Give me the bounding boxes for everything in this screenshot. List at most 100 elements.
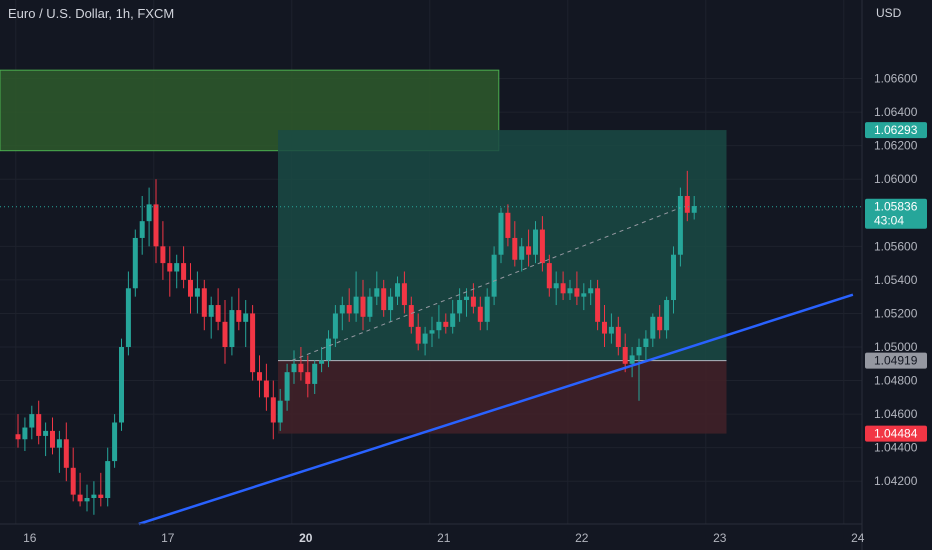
- candle-body: [139, 221, 145, 238]
- candle-body: [119, 347, 124, 423]
- candle-body: [388, 296, 394, 311]
- candle-body: [167, 263, 173, 272]
- candle-body: [457, 300, 463, 314]
- candle-body: [50, 430, 55, 448]
- price-label-box: [865, 198, 927, 229]
- price-label-box: [865, 122, 927, 139]
- candle-body: [29, 414, 35, 428]
- candle-body: [470, 296, 476, 307]
- candle-body: [319, 360, 325, 364]
- candle-body: [381, 288, 387, 311]
- price-label: 1.04484: [874, 427, 918, 441]
- overlays: [0, 206, 862, 526]
- candle-body: [553, 283, 559, 289]
- candle-body: [512, 237, 518, 260]
- price-label-box: [865, 425, 927, 442]
- candle-body: [581, 293, 587, 297]
- candle-body: [374, 288, 380, 297]
- candle-body: [498, 212, 504, 255]
- candle-body: [77, 494, 83, 502]
- candle-body: [408, 305, 414, 327]
- candle-body: [636, 347, 642, 356]
- candle-body: [160, 246, 166, 264]
- candle-body: [588, 288, 594, 294]
- candle-body: [346, 305, 352, 314]
- candle-body: [257, 372, 262, 381]
- candle-body: [608, 326, 614, 334]
- x-tick-label: 23: [713, 531, 727, 545]
- candle-body: [250, 313, 256, 373]
- x-tick-label: 21: [437, 531, 451, 545]
- candle-body: [91, 494, 97, 498]
- candle-body: [484, 296, 490, 322]
- candle-body: [643, 338, 649, 347]
- countdown-label: 43:04: [874, 214, 904, 228]
- candle-body: [174, 263, 180, 272]
- price-label: 1.05836: [874, 200, 918, 214]
- candle-body: [146, 204, 152, 222]
- y-tick-label: 1.04200: [874, 474, 918, 488]
- candle-body: [326, 338, 331, 361]
- candle-body: [443, 321, 449, 327]
- candle-body: [436, 321, 442, 331]
- candle-body: [43, 430, 49, 436]
- candle-body: [602, 321, 607, 334]
- candle-body: [395, 283, 400, 297]
- candle-body: [284, 372, 290, 401]
- candle-body: [277, 400, 283, 423]
- candle-body: [533, 229, 538, 255]
- candle-body: [188, 279, 193, 297]
- candle-body: [574, 288, 580, 297]
- candle-body: [622, 347, 628, 364]
- candles: [15, 170, 697, 515]
- candle-body: [650, 316, 656, 339]
- candle-body: [63, 439, 69, 468]
- candle-body: [684, 196, 690, 213]
- candle-body: [98, 494, 104, 498]
- candle-body: [305, 372, 311, 384]
- y-tick-label: 1.05000: [874, 340, 918, 354]
- y-tick-label: 1.06600: [874, 72, 918, 86]
- candle-body: [526, 246, 532, 255]
- zones: [0, 69, 727, 434]
- x-tick-label: 17: [161, 531, 175, 545]
- candle-body: [312, 363, 318, 384]
- candle-body: [519, 246, 525, 260]
- support-trendline: [138, 293, 854, 526]
- candle-body: [84, 498, 90, 502]
- x-tick-label: 16: [23, 531, 37, 545]
- price-axis[interactable]: 1.06600 1.06400 1.06200 1.06000 1.05600 1.054…: [861, 0, 927, 550]
- candle-body: [339, 305, 345, 314]
- candle-body: [539, 229, 545, 264]
- candle-body: [401, 283, 407, 306]
- candle-body: [450, 313, 456, 327]
- candle-body: [105, 461, 111, 498]
- candle-body: [222, 321, 228, 347]
- candle-body: [112, 422, 118, 462]
- candle-body: [353, 296, 359, 314]
- candle-body: [181, 263, 187, 280]
- candle-body: [215, 305, 221, 322]
- price-label-box: [865, 352, 927, 369]
- candle-body: [243, 313, 249, 322]
- candle-body: [671, 254, 676, 301]
- candle-body: [491, 254, 497, 297]
- stop-loss-zone: [278, 360, 727, 434]
- candle-body: [367, 296, 373, 317]
- candle-body: [263, 380, 269, 398]
- candle-body: [629, 355, 635, 364]
- trade-path-line: [291, 207, 681, 361]
- candle-body: [677, 196, 683, 255]
- candle-body: [567, 288, 573, 294]
- candle-body: [229, 310, 235, 347]
- candle-body: [125, 288, 131, 347]
- candle-body: [332, 313, 338, 339]
- candle-body: [22, 427, 28, 440]
- candle-body: [36, 414, 42, 436]
- y-tick-label: 1.06200: [874, 139, 918, 153]
- time-axis[interactable]: 16 17 20 21 22 23 24: [0, 523, 865, 545]
- candle-body: [298, 363, 304, 373]
- y-tick-label: 1.04400: [874, 441, 918, 455]
- candle-body: [464, 296, 469, 301]
